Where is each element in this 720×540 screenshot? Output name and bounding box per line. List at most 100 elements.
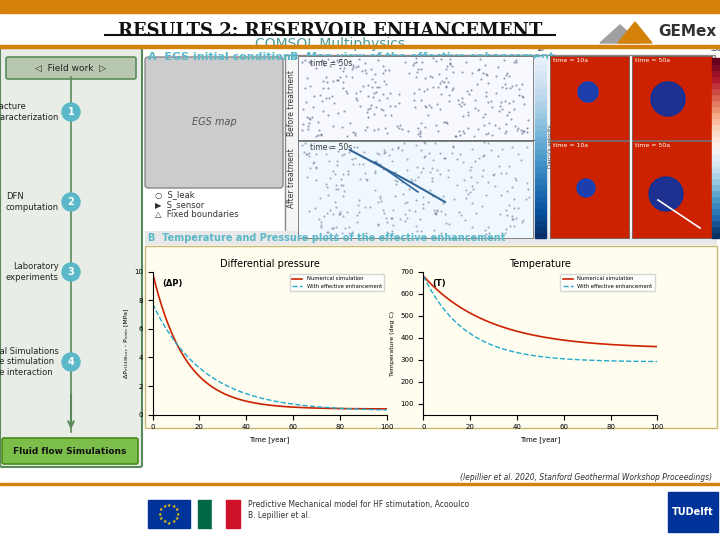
Bar [535, 226, 546, 232]
Bar [148, 500, 190, 528]
Point [336, 181, 347, 190]
Point [500, 128, 511, 137]
Point [348, 61, 359, 70]
Bar [535, 172, 546, 178]
Point [377, 61, 389, 70]
Point [415, 65, 426, 73]
Point [510, 57, 522, 66]
Point [374, 194, 386, 202]
Point [365, 65, 377, 74]
Point [328, 210, 339, 219]
Point [469, 96, 481, 104]
Point [462, 110, 474, 119]
Point [297, 105, 308, 113]
Bar [0, 0, 720, 13]
Bar [535, 202, 546, 208]
Point [443, 220, 454, 228]
Point [302, 122, 314, 130]
Point [501, 210, 513, 219]
Point [337, 192, 348, 200]
Point [410, 196, 422, 205]
Point [415, 146, 427, 154]
Point [472, 125, 484, 133]
Point [459, 129, 470, 138]
Point [359, 203, 371, 212]
Point [346, 72, 358, 81]
Point [478, 138, 490, 146]
Point [374, 150, 385, 158]
Point [326, 224, 338, 232]
Point [443, 166, 454, 174]
Point [378, 105, 390, 114]
Point [500, 126, 512, 135]
Point [449, 194, 460, 203]
Bar [535, 88, 546, 94]
Point [318, 77, 329, 86]
Point [354, 101, 366, 110]
Text: (ΔP): (ΔP) [162, 279, 182, 288]
Point [437, 192, 449, 200]
Point [401, 198, 413, 206]
Point [433, 70, 444, 78]
Point [393, 89, 405, 98]
Point [465, 163, 477, 171]
Point [455, 102, 467, 110]
Point [467, 145, 478, 153]
Point [401, 154, 413, 163]
Point [503, 107, 515, 116]
Point [317, 107, 328, 116]
Bar [712, 214, 720, 220]
Point [351, 218, 363, 227]
Point [385, 111, 397, 120]
Legend: Numerical simulation, With effective enhancement: Numerical simulation, With effective enh… [289, 274, 384, 291]
Bar [712, 106, 720, 112]
Point [498, 56, 510, 64]
Point [322, 227, 333, 236]
Point [431, 210, 442, 219]
Point [332, 58, 343, 66]
Point [377, 205, 388, 214]
Text: time = 50s: time = 50s [310, 143, 352, 152]
Point [428, 83, 439, 91]
Point [451, 154, 463, 163]
Point [384, 102, 396, 111]
Point [435, 206, 446, 215]
Point [359, 65, 371, 74]
Point [512, 204, 523, 213]
Point [372, 219, 384, 228]
Point [387, 213, 398, 222]
Point [444, 59, 456, 68]
Circle shape [62, 103, 80, 121]
Point [330, 185, 342, 193]
Point [472, 106, 483, 114]
Point [414, 129, 426, 138]
Point [302, 125, 314, 133]
Point [310, 150, 322, 158]
Point [370, 103, 382, 112]
Text: Before treatment: Before treatment [287, 70, 297, 136]
Point [494, 102, 505, 110]
Point [359, 58, 371, 67]
Point [415, 227, 426, 235]
Point [414, 214, 426, 223]
Point [447, 68, 459, 76]
Point [420, 123, 431, 131]
FancyBboxPatch shape [0, 48, 142, 467]
Point [336, 123, 347, 131]
Point [364, 103, 376, 112]
Bar [535, 196, 546, 202]
Text: ★: ★ [167, 503, 171, 508]
Text: After treatment: After treatment [287, 148, 297, 208]
Point [382, 94, 393, 103]
Circle shape [577, 179, 595, 197]
Point [320, 73, 331, 82]
Point [513, 91, 524, 99]
Text: ★: ★ [158, 511, 162, 516]
Bar [712, 70, 720, 76]
Point [317, 56, 328, 65]
Text: EGS map: EGS map [192, 117, 236, 127]
Point [510, 122, 521, 131]
Point [503, 71, 515, 80]
Point [440, 219, 451, 227]
Point [359, 126, 371, 134]
